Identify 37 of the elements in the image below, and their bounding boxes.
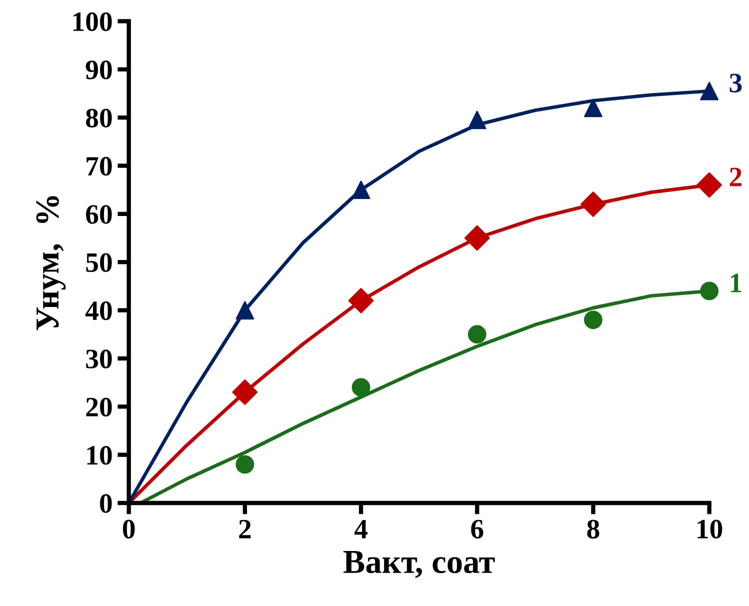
y-tick-label: 20 xyxy=(86,398,112,417)
y-tick-label: 0 xyxy=(100,494,112,513)
point xyxy=(468,110,486,130)
point xyxy=(584,98,602,118)
y-tick-label: 50 xyxy=(86,253,112,272)
point xyxy=(236,301,254,320)
y-tick-label: 30 xyxy=(86,350,112,368)
x-tick-label: 2 xyxy=(239,520,251,538)
point xyxy=(348,288,374,314)
y-tick-label: 60 xyxy=(86,205,112,224)
point xyxy=(700,82,719,100)
x-tick-label: 4 xyxy=(354,520,368,538)
y-tick-label: 70 xyxy=(86,156,112,176)
series-label: 1 xyxy=(730,274,742,292)
point xyxy=(352,180,370,200)
y-tick-label: 100 xyxy=(73,12,112,32)
y-tick-label: 10 xyxy=(87,446,112,465)
point xyxy=(696,172,722,198)
y-axis-title: Унум, % xyxy=(36,196,66,330)
x-axis-title: Вакт, соат xyxy=(343,551,495,578)
series-label: 3 xyxy=(730,74,742,92)
y-tick-label: 80 xyxy=(86,108,112,128)
point xyxy=(232,379,258,405)
point xyxy=(468,325,486,344)
point xyxy=(352,378,370,397)
x-tick-label: 10 xyxy=(698,520,722,538)
point xyxy=(700,282,719,300)
y-tick-label: 90 xyxy=(86,60,112,80)
series-label: 2 xyxy=(730,168,742,186)
point xyxy=(464,225,490,251)
point xyxy=(580,192,606,218)
point xyxy=(584,310,602,330)
point xyxy=(236,455,254,474)
y-tick-label: 40 xyxy=(85,301,112,320)
x-tick-label: 6 xyxy=(471,520,484,538)
x-tick-label: 8 xyxy=(587,520,600,538)
x-tick-label: 0 xyxy=(122,520,135,538)
